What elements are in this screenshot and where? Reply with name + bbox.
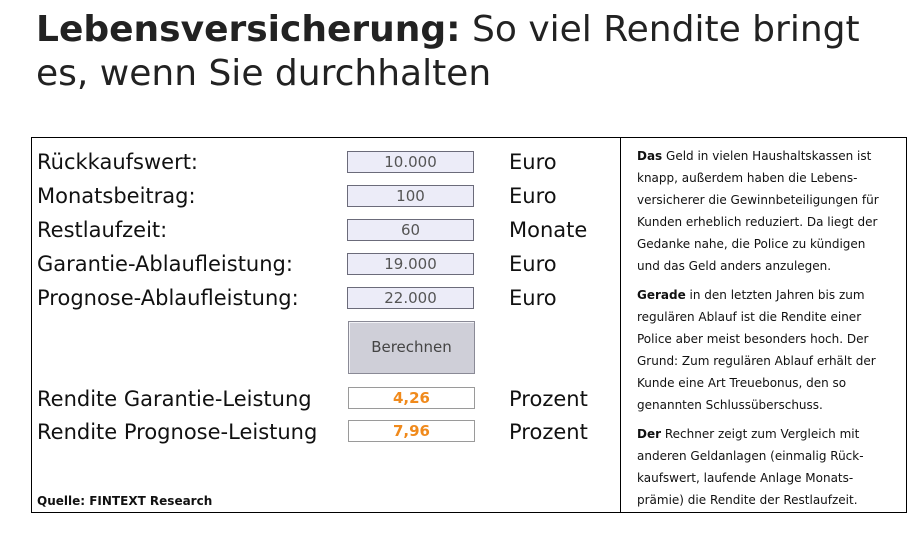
headline-bold: Lebensversicherung: — [36, 9, 461, 50]
rendite-garantie-output: 4,26 — [348, 387, 475, 409]
sidebar-p3-text: Rechner zeigt zum Vergleich mit anderen … — [637, 427, 864, 507]
label-rendite-garantie: Rendite Garantie-Leistung — [37, 387, 312, 411]
unit-garantie-ablaufleistung: Euro — [509, 252, 557, 276]
rendite-prognose-output: 7,96 — [348, 420, 475, 442]
column-divider — [620, 138, 621, 512]
label-garantie-ablaufleistung: Garantie-Ablaufleistung: — [37, 252, 293, 276]
unit-prognose-ablaufleistung: Euro — [509, 286, 557, 310]
sidebar-paragraph-3: Der Rechner zeigt zum Vergleich mit ande… — [637, 423, 892, 511]
restlaufzeit-input[interactable] — [347, 219, 474, 241]
unit-rendite-garantie: Prozent — [509, 387, 588, 411]
label-restlaufzeit: Restlaufzeit: — [37, 218, 168, 242]
sidebar-paragraph-1: Das Geld in vielen Haushaltskassen ist k… — [637, 145, 892, 277]
sidebar-p1-lead: Das — [637, 149, 663, 163]
label-rendite-prognose: Rendite Prognose-Leistung — [37, 420, 318, 444]
calculator-panel: Rückkaufswert: Euro Monatsbeitrag: Euro … — [31, 137, 907, 513]
unit-restlaufzeit: Monate — [509, 218, 588, 242]
label-rueckkaufswert: Rückkaufswert: — [37, 150, 199, 174]
source-note: Quelle: FINTEXT Research — [37, 494, 213, 508]
headline: Lebensversicherung: So viel Rendite brin… — [36, 8, 906, 96]
unit-rueckkaufswert: Euro — [509, 150, 557, 174]
headline-rest: So viel Rendite bringt es, wenn Sie durc… — [36, 9, 860, 94]
label-prognose-ablaufleistung: Prognose-Ablaufleistung: — [37, 286, 299, 310]
sidebar-p3-lead: Der — [637, 427, 662, 441]
label-monatsbeitrag: Monatsbeitrag: — [37, 184, 196, 208]
rueckkaufswert-input[interactable] — [347, 151, 474, 173]
unit-rendite-prognose: Prozent — [509, 420, 588, 444]
sidebar-p1-text: Geld in vielen Haushaltskassen ist knapp… — [637, 149, 879, 273]
prognose-ablaufleistung-input[interactable] — [347, 287, 474, 309]
berechnen-button[interactable]: Berechnen — [348, 321, 475, 374]
sidebar-p2-text: in den letzten Jahren bis zum regulären … — [637, 288, 876, 412]
unit-monatsbeitrag: Euro — [509, 184, 557, 208]
sidebar-p2-lead: Gerade — [637, 288, 686, 302]
garantie-ablaufleistung-input[interactable] — [347, 253, 474, 275]
monatsbeitrag-input[interactable] — [347, 185, 474, 207]
sidebar-paragraph-2: Gerade in den letzten Jahren bis zum reg… — [637, 284, 892, 416]
